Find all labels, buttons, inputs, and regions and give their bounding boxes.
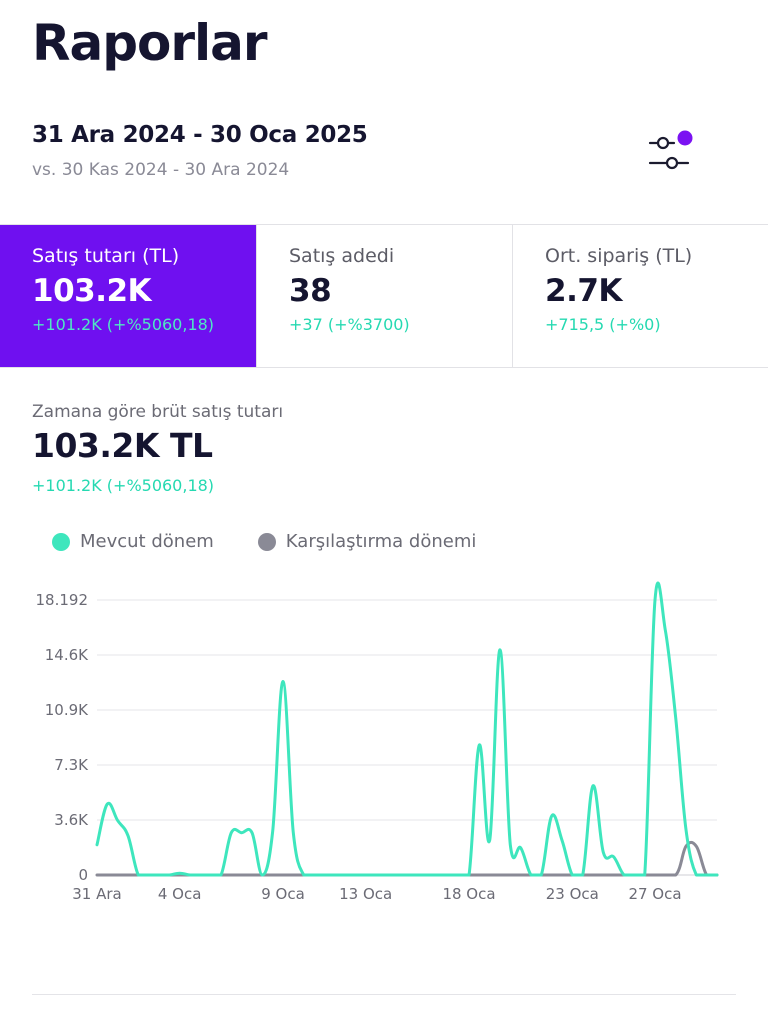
metric-value: 103.2K: [32, 273, 152, 309]
chart-legend: Mevcut dönem Karşılaştırma dönemi: [52, 531, 520, 552]
chart-section-value: 103.2K TL: [32, 426, 213, 465]
legend-dot-current: [52, 532, 70, 551]
sales-line-chart[interactable]: 18.192 14.6K 10.9K 7.3K 3.6K 031 Ara 4 Oca 9 Oc…: [0, 580, 768, 920]
compare-range: vs. 30 Kas 2024 - 30 Ara 2024: [32, 160, 290, 180]
legend-label-comparison: Karşılaştırma dönemi: [285, 531, 477, 552]
metric-label: Satış adedi: [289, 245, 395, 267]
sliders-icon: [648, 130, 693, 170]
y-tick-label: 10.9K: [45, 701, 89, 719]
y-tick-label: 18.192: [36, 591, 89, 609]
legend-item-comparison: Karşılaştırma dönemi: [257, 531, 477, 552]
series-line-current: [95, 581, 719, 877]
chart-section-label: Zamana göre brüt satış tutarı: [32, 402, 284, 422]
metric-label: Satış tutarı (TL): [32, 245, 180, 267]
metric-tab-sales-amount[interactable]: Satış tutarı (TL) 103.2K +101.2K (+%5060…: [0, 225, 256, 367]
y-tick-label: 7.3K: [54, 756, 89, 774]
y-tick-label: 0: [78, 866, 88, 884]
page-title: Raporlar: [32, 14, 268, 72]
x-tick-label: 31 Ara: [72, 885, 121, 903]
filter-button[interactable]: [644, 126, 696, 174]
x-tick-label: 9 Oca: [261, 885, 305, 903]
metric-value: 38: [289, 273, 332, 309]
metric-tab-avg-order[interactable]: Ort. sipariş (TL) 2.7K +715,5 (+%0): [512, 225, 768, 367]
y-tick-label: 3.6K: [54, 811, 89, 829]
legend-label-current: Mevcut dönem: [80, 531, 214, 552]
x-tick-label: 18 Oca: [442, 885, 495, 903]
y-tick-label: 14.6K: [45, 646, 89, 664]
series-line-comparison: [95, 840, 719, 877]
date-range[interactable]: 31 Ara 2024 - 30 Oca 2025: [32, 122, 368, 148]
metric-label: Ort. sipariş (TL): [545, 245, 693, 267]
divider: [0, 224, 768, 225]
metric-delta: +101.2K (+%5060,18): [32, 315, 215, 334]
legend-item-current: Mevcut dönem: [52, 531, 214, 552]
x-tick-label: 23 Oca: [546, 885, 599, 903]
metric-delta: +37 (+%3700): [289, 315, 410, 334]
legend-dot-comparison: [257, 532, 276, 551]
metric-delta: +715,5 (+%0): [545, 315, 661, 334]
divider: [32, 994, 736, 995]
metric-value: 2.7K: [545, 273, 622, 309]
metrics-tabs: Satış tutarı (TL) 103.2K +101.2K (+%5060…: [0, 225, 768, 368]
x-tick-label: 27 Oca: [628, 885, 681, 903]
x-tick-label: 13 Oca: [339, 885, 392, 903]
chart-section-delta: +101.2K (+%5060,18): [32, 476, 215, 495]
x-tick-label: 4 Oca: [158, 885, 202, 903]
metric-tab-sales-count[interactable]: Satış adedi 38 +37 (+%3700): [256, 225, 512, 367]
